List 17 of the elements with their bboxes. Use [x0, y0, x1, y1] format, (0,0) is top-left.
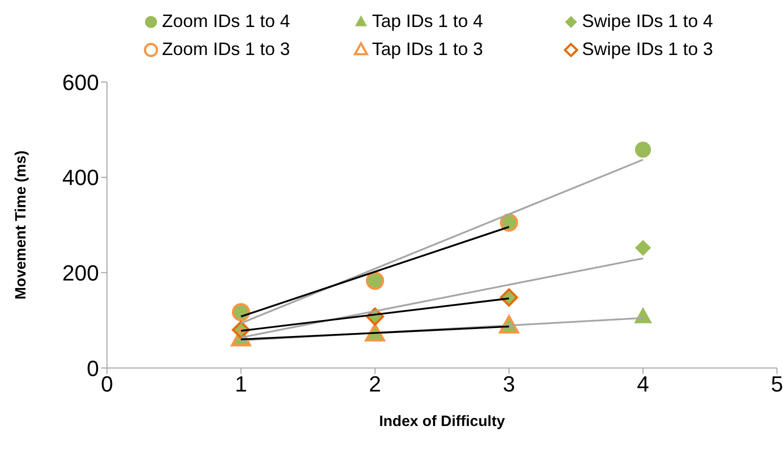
x-tick-label: 4 [636, 372, 650, 397]
legend-label: Tap IDs 1 to 3 [372, 38, 484, 60]
legend-label: Swipe IDs 1 to 4 [582, 10, 714, 32]
legend-label: Zoom IDs 1 to 3 [162, 38, 290, 60]
legend-label: Swipe IDs 1 to 3 [582, 38, 714, 60]
legend-label: Tap IDs 1 to 4 [372, 10, 484, 32]
y-tick-label: 600 [62, 70, 99, 95]
y-axis-title: Movement Time (ms) [12, 150, 30, 300]
y-tick-label: 200 [62, 260, 99, 286]
x-tick-label: 3 [502, 372, 516, 397]
x-tick-label: 1 [234, 372, 248, 397]
x-tick-label: 2 [368, 372, 382, 397]
y-tick-label: 0 [86, 356, 99, 381]
x-tick-label: 5 [770, 372, 784, 397]
y-tick-label: 400 [62, 165, 99, 190]
legend-label: Zoom IDs 1 to 4 [162, 10, 290, 32]
x-axis-title: Index of Difficulty [379, 413, 506, 430]
